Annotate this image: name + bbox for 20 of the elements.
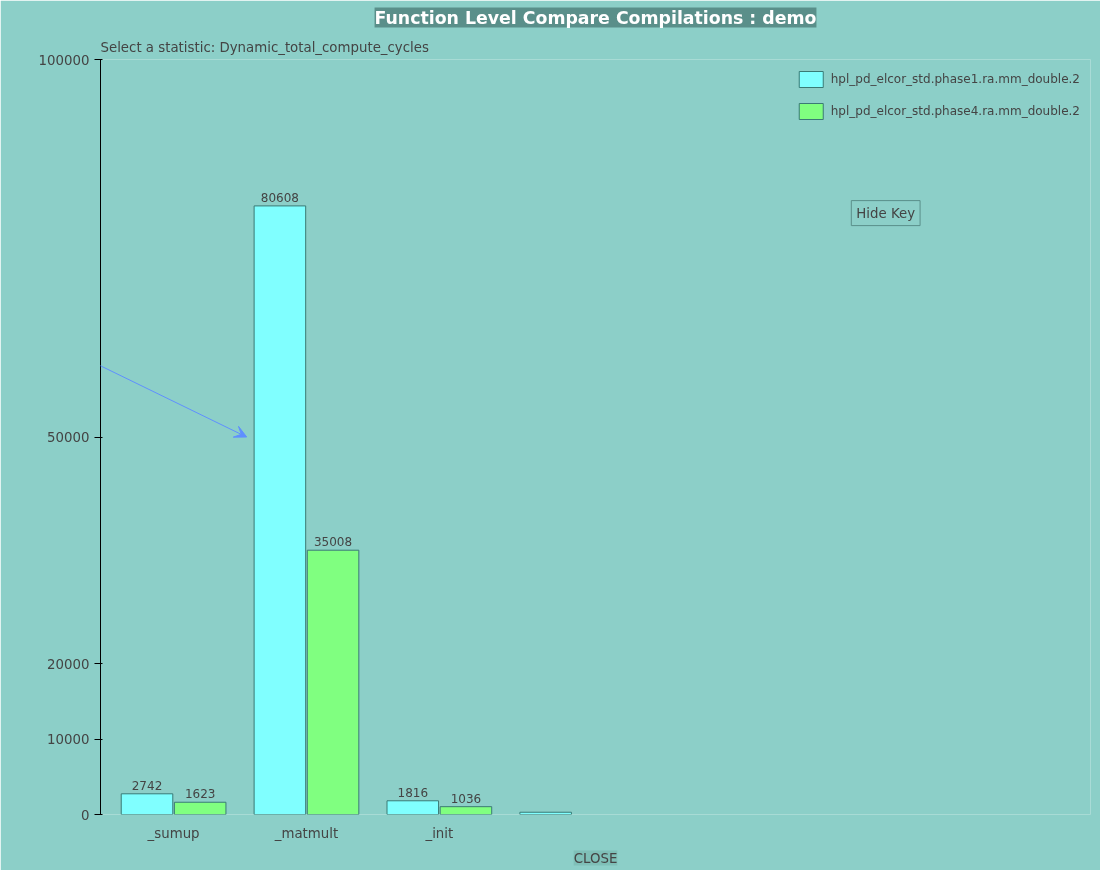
y-tick-label: 100000 — [38, 52, 90, 68]
text: CLOSE — [573, 850, 618, 866]
data-label: 80608 — [260, 190, 299, 205]
text: Hide Key — [856, 205, 916, 221]
chart-subtitle: Select a statistic: Dynamic_total_compute_cycles — [100, 39, 429, 55]
legend-label: hpl_pd_elcor_std.phase1.ra.mm_double.2 — [830, 72, 1080, 86]
data-label: 35008 — [313, 535, 353, 550]
y-tick-label: 0 — [81, 807, 90, 823]
y-tick-label: 50000 — [47, 430, 90, 445]
data-label: 1036 — [450, 791, 482, 806]
x-tick-label: _init — [424, 825, 454, 841]
x-tick-label: _matmult — [273, 825, 339, 841]
y-tick-label: 10000 — [47, 732, 90, 747]
x-tick-label: _sumup — [146, 825, 200, 841]
y-tick-label: 20000 — [47, 656, 90, 672]
data-label: 2742 — [131, 778, 163, 793]
data-label: 1623 — [184, 787, 216, 802]
data-label: 1816 — [397, 785, 429, 800]
chart-title: Function Level Compare Compilations : demo — [374, 7, 817, 28]
legend-label: hpl_pd_elcor_std.phase4.ra.mm_double.2 — [830, 104, 1080, 118]
